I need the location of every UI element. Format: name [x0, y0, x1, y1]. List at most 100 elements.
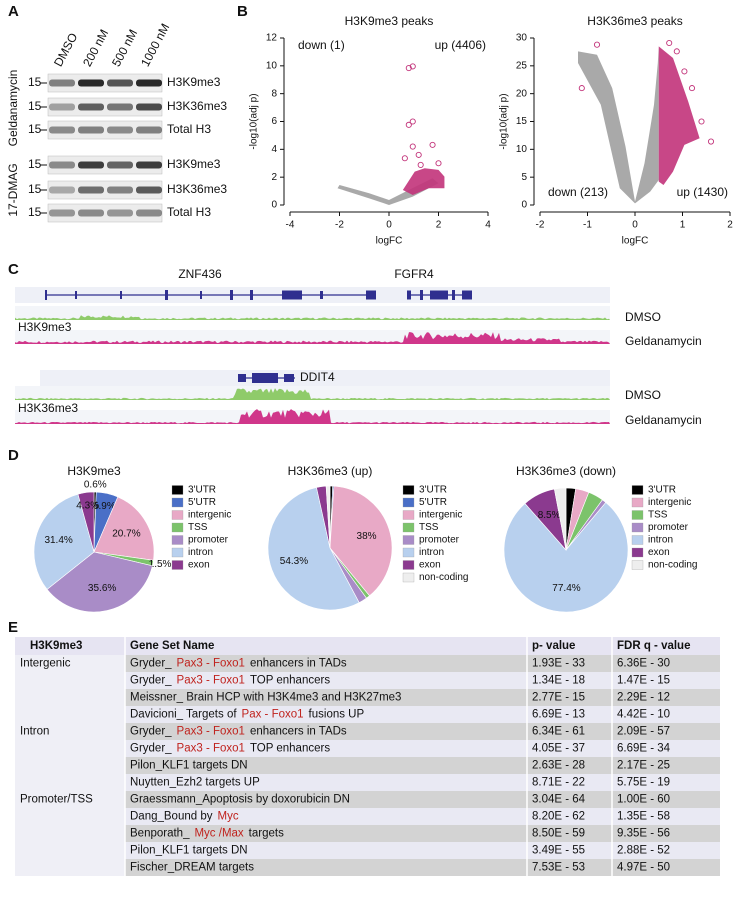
blot-band [107, 209, 133, 217]
name-segment: Dang_Bound by [130, 811, 213, 823]
blot-band [107, 186, 133, 194]
exon [260, 373, 278, 383]
condition-label: DMSO [625, 388, 661, 402]
y-tick-label: 6 [271, 116, 277, 127]
marker-label: 15 [28, 75, 42, 89]
table-row-bg [15, 859, 720, 876]
panel-label: E [8, 619, 18, 636]
marker-label: 15 [28, 157, 42, 171]
pie-value-label: 4.3% [76, 500, 99, 511]
table-cell-bg [15, 774, 125, 791]
blot-band [78, 209, 104, 217]
condition-label: DMSO [625, 310, 661, 324]
gene-label: ZNF436 [178, 267, 222, 281]
exon [250, 290, 253, 300]
x-tick-label: 4 [485, 220, 491, 231]
legend-swatch [171, 497, 184, 508]
legend-label: TSS [419, 522, 439, 533]
table-cell-bg [15, 808, 125, 825]
signal-track [15, 388, 610, 400]
table-cell-bg [15, 672, 125, 689]
legend-label: 5'UTR [188, 497, 216, 508]
y-tick-label: 10 [516, 144, 528, 155]
exon [320, 291, 323, 299]
pie-slice [267, 487, 360, 611]
name-segment: Graessmann_Apoptosis by doxorubicin DN [130, 794, 350, 806]
table-row-bg [15, 723, 720, 740]
name-segment: targets [249, 828, 284, 840]
name-segment: enhancers in TADs [250, 726, 347, 738]
legend-label: intron [648, 535, 673, 546]
legend-label: exon [648, 547, 670, 558]
name-segment: Gryder_ [130, 726, 172, 738]
fdr-value: 1.00E - 60 [617, 794, 670, 806]
table-cell-bg [15, 740, 125, 757]
name-segment: Meissner_ Brain HCP with H3K4me3 and H3K… [130, 692, 401, 704]
point-cloud [578, 46, 659, 204]
y-axis-label: -log10(adj p) [249, 93, 260, 149]
point-outlier [405, 121, 412, 128]
x-axis-label: logFC [376, 236, 403, 247]
legend-label: intergenic [419, 510, 462, 521]
table-group-label: Intergenic [20, 658, 71, 670]
treatment-label: Geldanamycin [6, 70, 20, 147]
name-segment: TOP enhancers [250, 675, 330, 687]
panel-label: A [8, 3, 19, 20]
point-outlier [578, 85, 585, 92]
gene-set-name: Benporath_ Myc /Max targets [130, 828, 284, 840]
legend-label: promoter [648, 522, 689, 533]
p-value: 8.20E - 62 [532, 811, 585, 823]
marker-label: 15 [28, 205, 42, 219]
pie-slice [325, 485, 331, 549]
annotation: down (213) [548, 185, 608, 199]
p-value: 6.34E - 61 [532, 726, 585, 738]
name-segment: Pax3 - Foxo1 [177, 743, 245, 755]
y-tick-label: 0 [521, 200, 527, 211]
name-segment: TOP enhancers [250, 743, 330, 755]
blot-band [49, 186, 75, 194]
fdr-value: 9.35E - 56 [617, 828, 670, 840]
legend-swatch [631, 485, 644, 495]
x-tick-label: 0 [632, 220, 638, 231]
table-row-bg [15, 706, 720, 723]
legend-label: non-coding [419, 572, 468, 583]
table-row-bg [15, 672, 720, 689]
legend-swatch [171, 510, 184, 520]
legend-label: 3'UTR [188, 485, 216, 496]
name-segment: Pilon_KLF1 targets DN [130, 760, 248, 772]
gene-label: FGFR4 [394, 267, 434, 281]
table-group-label: Intron [20, 726, 49, 738]
name-segment: enhancers in TADs [250, 658, 347, 670]
point-cloud [402, 168, 445, 195]
legend-swatch [402, 560, 415, 570]
marker-label: 15 [28, 99, 42, 113]
gene-set-name: Nuytten_Ezh2 targets UP [130, 777, 260, 789]
blot-band [78, 161, 104, 169]
blot-band [136, 209, 162, 217]
pie-slice [33, 493, 95, 590]
legend-label: promoter [188, 535, 229, 546]
legend-swatch [171, 535, 184, 545]
gene-set-name: Gryder_ Pax3 - Foxo1 TOP enhancers [130, 743, 330, 755]
exon [462, 290, 472, 300]
blot-band [107, 126, 133, 134]
point-outlier [681, 68, 688, 75]
table-cell-bg [15, 791, 125, 808]
table-row-bg [15, 825, 720, 842]
x-tick-label: -1 [583, 220, 592, 231]
table-cell-bg [15, 757, 125, 774]
pie-slice [329, 485, 393, 597]
legend-label: 3'UTR [419, 485, 447, 496]
point-outlier [409, 143, 416, 150]
point-outlier [673, 48, 680, 55]
point-outlier [409, 118, 416, 125]
pie-value-label: 35.6% [88, 583, 116, 594]
table-header: FDR q - value [617, 640, 690, 652]
name-segment: Gryder_ [130, 658, 172, 670]
lane-label: 200 nM [80, 27, 111, 69]
legend-swatch [171, 522, 184, 533]
exon [75, 291, 77, 299]
pie-value-label: 31.4% [44, 535, 72, 546]
table-cell-bg [15, 825, 125, 842]
